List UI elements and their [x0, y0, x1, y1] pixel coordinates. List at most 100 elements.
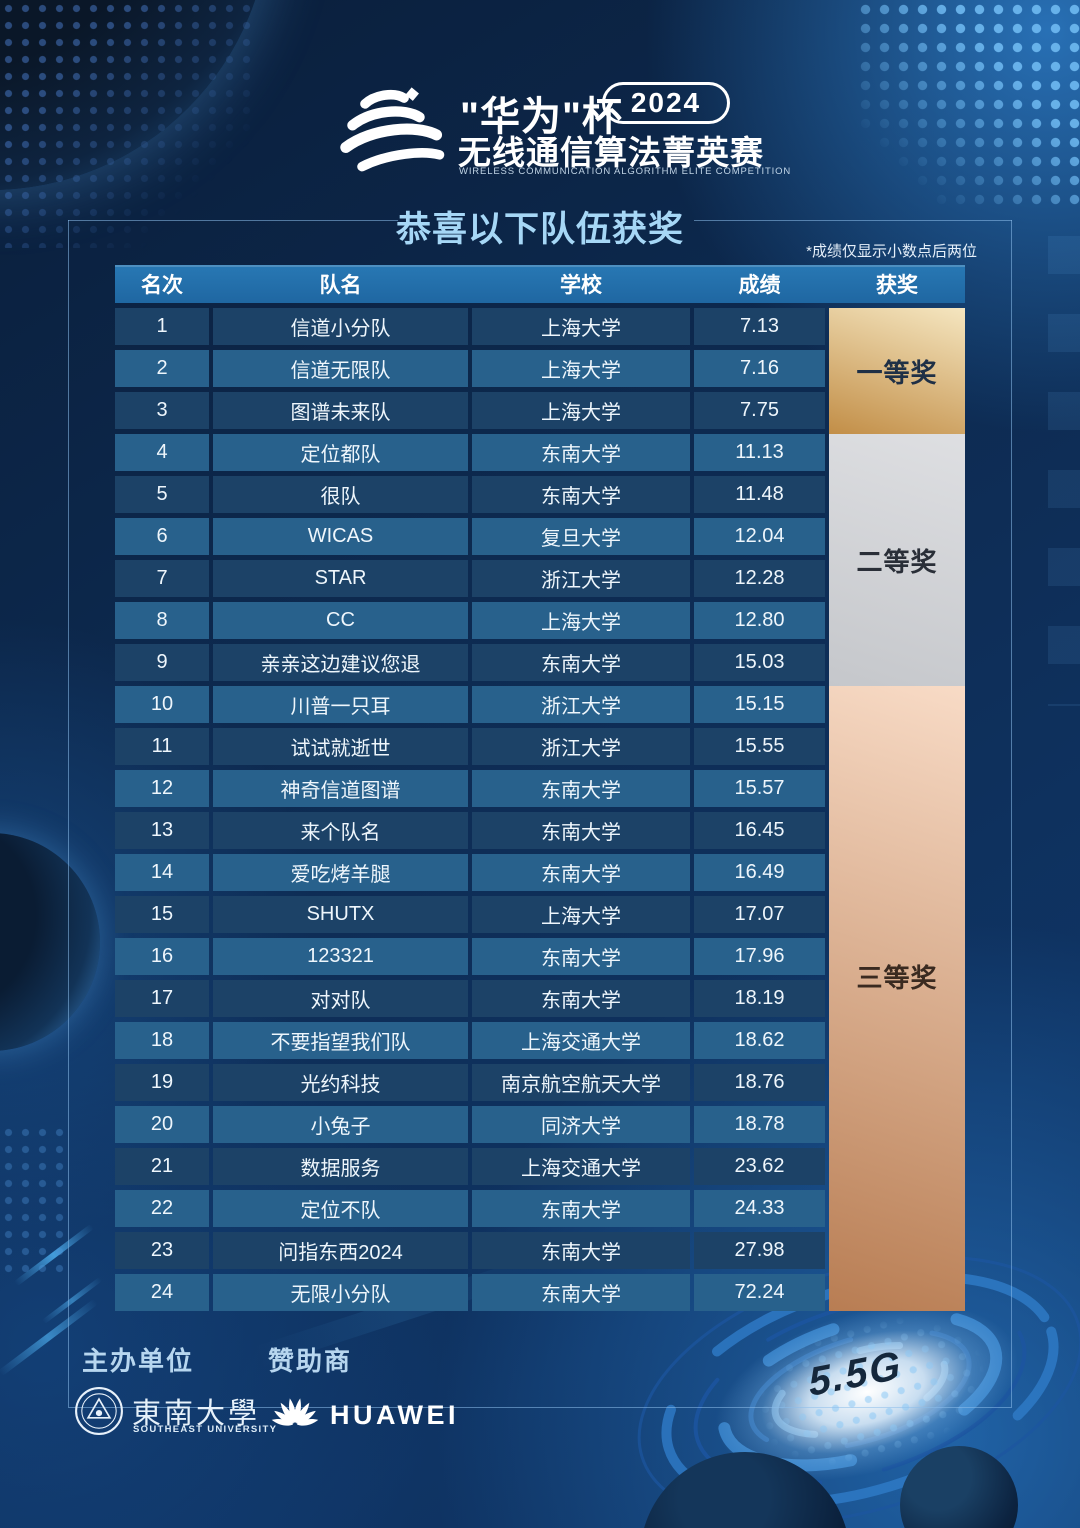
cell-team: 神奇信道图谱 — [213, 770, 468, 807]
cell-team: 对对队 — [213, 980, 468, 1017]
cell-rank: 18 — [115, 1022, 209, 1059]
organizer-label: 主办单位 — [82, 1346, 195, 1376]
cell-school: 上海大学 — [472, 350, 690, 387]
cell-school: 上海大学 — [472, 896, 690, 933]
frame-line-right — [694, 220, 1012, 221]
table-row: 19 光约科技 南京航空航天大学 18.76 — [115, 1064, 825, 1101]
table-row: 9 亲亲这边建议您退 东南大学 15.03 — [115, 644, 825, 681]
organizer-name-cn: 東南大學 — [132, 1398, 261, 1430]
cell-team: 不要指望我们队 — [213, 1022, 468, 1059]
cell-school: 东南大学 — [472, 434, 690, 471]
score-note: *成绩仅显示小数点后两位 — [806, 243, 977, 260]
cell-team: 试试就逝世 — [213, 728, 468, 765]
cell-score: 7.13 — [694, 308, 825, 345]
seu-seal-icon — [75, 1387, 123, 1435]
year-badge: 2024 — [602, 82, 730, 124]
cell-school: 浙江大学 — [472, 560, 690, 597]
cell-rank: 10 — [115, 686, 209, 723]
cell-school: 同济大学 — [472, 1106, 690, 1143]
award-section: 一等奖 — [829, 308, 965, 434]
cell-rank: 4 — [115, 434, 209, 471]
cell-school: 上海大学 — [472, 308, 690, 345]
cell-team: 光约科技 — [213, 1064, 468, 1101]
cell-score: 11.13 — [694, 434, 825, 471]
table-row: 7 STAR 浙江大学 12.28 — [115, 560, 825, 597]
cell-score: 12.04 — [694, 518, 825, 555]
table-row: 14 爱吃烤羊腿 东南大学 16.49 — [115, 854, 825, 891]
cell-rank: 1 — [115, 308, 209, 345]
halftone-dots-top-right — [856, 0, 1080, 208]
cell-rank: 21 — [115, 1148, 209, 1185]
halftone-dots-bottom-left — [0, 1124, 70, 1280]
planet-top-left — [0, 0, 270, 190]
cell-score: 7.16 — [694, 350, 825, 387]
checker-strip-right — [1048, 236, 1080, 706]
swirl-globe-logo-icon — [340, 87, 445, 172]
cell-team: 亲亲这边建议您退 — [213, 644, 468, 681]
cell-score: 23.62 — [694, 1148, 825, 1185]
table-row: 4 定位都队 东南大学 11.13 — [115, 434, 825, 471]
cell-score: 15.15 — [694, 686, 825, 723]
cell-score: 16.49 — [694, 854, 825, 891]
cell-score: 11.48 — [694, 476, 825, 513]
table-row: 16 123321 东南大学 17.96 — [115, 938, 825, 975]
award-label: 三等奖 — [856, 963, 938, 993]
cell-score: 12.28 — [694, 560, 825, 597]
cell-team: 小兔子 — [213, 1106, 468, 1143]
table-row: 2 信道无限队 上海大学 7.16 — [115, 350, 825, 387]
cell-team: 定位都队 — [213, 434, 468, 471]
cell-team: STAR — [213, 560, 468, 597]
header-cell-school: 学校 — [560, 274, 602, 297]
award-label: 二等奖 — [856, 546, 938, 577]
cell-team: WICAS — [213, 518, 468, 555]
table-row: 6 WICAS 复旦大学 12.04 — [115, 518, 825, 555]
cell-score: 7.75 — [694, 392, 825, 429]
table-row: 8 CC 上海大学 12.80 — [115, 602, 825, 639]
cell-score: 15.03 — [694, 644, 825, 681]
event-title-en: WIRELESS COMMUNICATION ALGORITHM ELITE C… — [459, 166, 792, 177]
cell-score: 17.07 — [694, 896, 825, 933]
cell-team: 爱吃烤羊腿 — [213, 854, 468, 891]
cell-school: 上海交通大学 — [472, 1022, 690, 1059]
award-strip: 一等奖 二等奖 三等奖 — [829, 308, 965, 1316]
sponsor-label: 赞助商 — [268, 1346, 353, 1376]
cell-school: 浙江大学 — [472, 728, 690, 765]
huawei-flower-icon — [271, 1398, 319, 1426]
cell-school: 东南大学 — [472, 980, 690, 1017]
table-row: 11 试试就逝世 浙江大学 15.55 — [115, 728, 825, 765]
cell-rank: 17 — [115, 980, 209, 1017]
cell-rank: 3 — [115, 392, 209, 429]
table-row: 23 问指东西2024 东南大学 27.98 — [115, 1232, 825, 1269]
table-row: 1 信道小分队 上海大学 7.13 — [115, 308, 825, 345]
award-label: 一等奖 — [856, 357, 938, 388]
cell-team: 图谱未来队 — [213, 392, 468, 429]
cell-score: 27.98 — [694, 1232, 825, 1269]
award-section: 三等奖 — [829, 686, 965, 1311]
header-cell-rank: 名次 — [141, 274, 183, 297]
cell-score: 24.33 — [694, 1190, 825, 1227]
cell-team: 川普一只耳 — [213, 686, 468, 723]
cell-rank: 5 — [115, 476, 209, 513]
table-row: 22 定位不队 东南大学 24.33 — [115, 1190, 825, 1227]
table-row: 12 神奇信道图谱 东南大学 15.57 — [115, 770, 825, 807]
cell-rank: 23 — [115, 1232, 209, 1269]
cell-score: 16.45 — [694, 812, 825, 849]
header-cell-award: 获奖 — [876, 274, 918, 297]
cell-rank: 13 — [115, 812, 209, 849]
cell-score: 18.62 — [694, 1022, 825, 1059]
cell-school: 东南大学 — [472, 1190, 690, 1227]
cell-team: 数据服务 — [213, 1148, 468, 1185]
cell-team: 问指东西2024 — [213, 1232, 468, 1269]
cell-team: 很队 — [213, 476, 468, 513]
table-row: 18 不要指望我们队 上海交通大学 18.62 — [115, 1022, 825, 1059]
cell-score: 17.96 — [694, 938, 825, 975]
cell-team: SHUTX — [213, 896, 468, 933]
table-row: 5 很队 东南大学 11.48 — [115, 476, 825, 513]
cell-rank: 12 — [115, 770, 209, 807]
cell-school: 东南大学 — [472, 770, 690, 807]
cell-school: 浙江大学 — [472, 686, 690, 723]
cell-rank: 6 — [115, 518, 209, 555]
cell-school: 上海大学 — [472, 602, 690, 639]
cell-school: 复旦大学 — [472, 518, 690, 555]
